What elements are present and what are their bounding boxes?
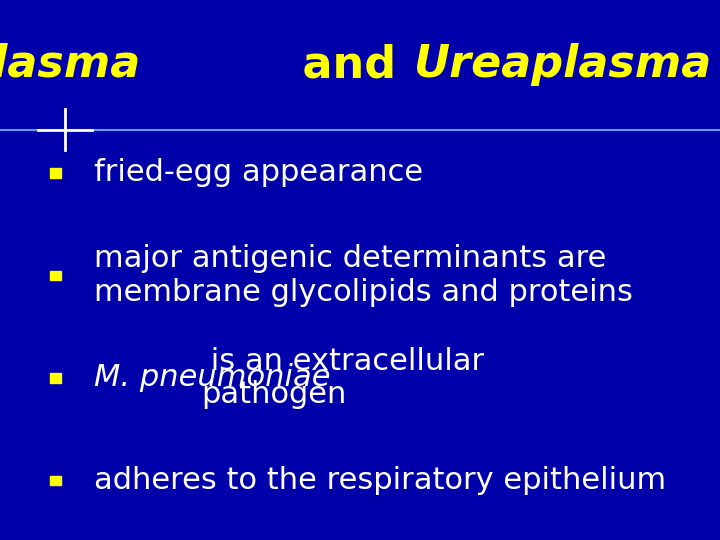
Text: is an extracellular
pathogen: is an extracellular pathogen <box>201 347 485 409</box>
Bar <box>50 373 61 383</box>
Text: major antigenic determinants are
membrane glycolipids and proteins: major antigenic determinants are membran… <box>94 244 632 307</box>
Text: adheres to the respiratory epithelium: adheres to the respiratory epithelium <box>94 466 666 495</box>
Text: fried-egg appearance: fried-egg appearance <box>94 158 423 187</box>
Bar <box>50 476 61 485</box>
Text: Mycoplasma: Mycoplasma <box>0 43 140 86</box>
Text: M. pneumoniae: M. pneumoniae <box>94 363 330 393</box>
Bar <box>50 168 61 178</box>
Text: Ureaplasma: Ureaplasma <box>414 43 712 86</box>
Text: and: and <box>287 43 412 86</box>
Bar <box>50 271 61 280</box>
